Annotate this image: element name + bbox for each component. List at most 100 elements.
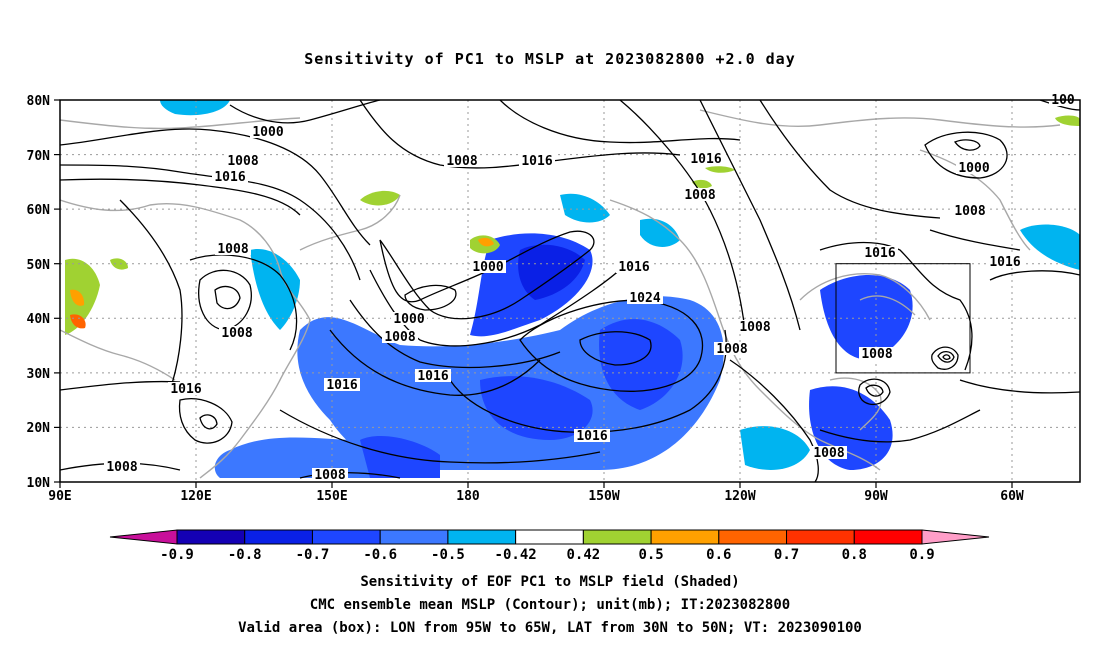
lat-label: 40N [27, 312, 51, 327]
contour-label-background [682, 188, 718, 201]
contour-label-background [519, 154, 555, 167]
colorbar-tick-label: -0.9 [160, 547, 194, 563]
contour-label-background [212, 170, 248, 183]
contour-label: 1008 [684, 188, 715, 203]
lat-label: 20N [27, 421, 51, 436]
contour-label-background [104, 460, 140, 473]
colorbar-tick-label: 0.6 [706, 547, 731, 563]
contour-label: 1008 [954, 204, 985, 219]
lon-label: 90W [864, 489, 888, 504]
colorbar-tick-label: 0.42 [567, 547, 601, 563]
contour-label-background [956, 161, 992, 174]
colorbar-segment [244, 529, 313, 545]
lon-label: 150E [316, 489, 347, 504]
contour-label: 1016 [326, 378, 357, 393]
longitude-labels: 90E 120E 150E 180 150W 120W 90W 60W [48, 489, 1024, 504]
map-title: Sensitivity of PC1 to MSLP at 2023082800… [304, 50, 796, 68]
contour-label: 1008 [314, 468, 345, 483]
colorbar-low-end [109, 529, 178, 545]
contour-label: 1008 [227, 154, 258, 169]
colorbar-tick-label: -0.5 [431, 547, 465, 563]
contour-label-background [859, 347, 895, 360]
colorbar-segment [718, 529, 788, 545]
contour-label-background [574, 429, 610, 442]
colorbar-labels: -0.9 -0.8 -0.7 -0.6 -0.5 -0.42 0.42 0.5 0.6 0.7 0.… [160, 547, 935, 563]
colorbar-segment [853, 529, 923, 545]
contour-label-background [737, 320, 773, 333]
caption-shading: Sensitivity of EOF PC1 to MSLP field (Sh… [360, 574, 740, 590]
contour-label: 1016 [576, 429, 607, 444]
contour-label-background [415, 369, 451, 382]
lat-label: 70N [27, 149, 51, 164]
colorbar-segment [582, 529, 652, 545]
latitude-labels: 80N 70N 60N 50N 40N 30N 20N 10N [27, 94, 51, 491]
caption-contour: CMC ensemble mean MSLP (Contour); unit(m… [309, 597, 791, 613]
contour-label-background [987, 255, 1023, 268]
contour-label-background [714, 342, 750, 355]
colorbar [109, 529, 990, 545]
colorbar-tick-label: 0.5 [638, 547, 663, 563]
contour-label-background [215, 242, 251, 255]
contour-label: 1016 [214, 170, 245, 185]
contour-label-background [219, 326, 255, 339]
contour-label: 1008 [446, 154, 477, 169]
colorbar-tick-label: -0.6 [363, 547, 397, 563]
contour-label-background [688, 152, 724, 165]
lon-label: 60W [1000, 489, 1024, 504]
lat-label: 50N [27, 258, 51, 273]
contour-label: 1016 [170, 382, 201, 397]
colorbar-segment [786, 529, 855, 545]
colorbar-segment [176, 529, 246, 545]
contour-label-background [250, 125, 286, 138]
contour-label: 1000 [472, 260, 503, 275]
caption-valid-area: Valid area (box): LON from 95W to 65W, L… [238, 620, 862, 636]
contour-label-background [225, 154, 261, 167]
lat-label: 60N [27, 203, 51, 218]
colorbar-tick-label: -0.8 [228, 547, 262, 563]
contour-label-background [444, 154, 480, 167]
map-border [59, 99, 1081, 483]
contour-label: 1000 [252, 125, 283, 140]
contour-label: 1008 [861, 347, 892, 362]
contour-label-background [168, 382, 204, 395]
mslp-contours [60, 100, 1080, 482]
contour-label: 1016 [618, 260, 649, 275]
contour-label-background [627, 291, 663, 304]
colorbar-segment [311, 529, 381, 545]
axis-ticks [54, 99, 1013, 488]
lat-label: 10N [27, 476, 51, 491]
colorbar-high-end [921, 529, 990, 545]
contour-label-background [952, 204, 988, 217]
colorbar-segment [515, 529, 584, 545]
contour-label: 1008 [739, 320, 770, 335]
contour-label: 1008 [813, 446, 844, 461]
contour-label: 1008 [221, 326, 252, 341]
contour-label: 1008 [384, 330, 415, 345]
lon-label: 180 [456, 489, 480, 504]
contour-label: 1016 [690, 152, 721, 167]
colorbar-tick-label: 0.8 [842, 547, 867, 563]
colorbar-tick-label: 0.7 [774, 547, 799, 563]
lat-label: 80N [27, 94, 51, 109]
lon-label: 150W [588, 489, 619, 504]
lon-label: 90E [48, 489, 71, 504]
negative-sensitivity-shading [160, 100, 1080, 478]
contour-label-background [312, 468, 348, 481]
contour-label: 1016 [417, 369, 448, 384]
lon-label: 120E [180, 489, 211, 504]
contour-label: 1016 [521, 154, 552, 169]
lat-label: 30N [27, 367, 51, 382]
contour-labels: 1000100810161008100810161008100010081016… [104, 93, 1077, 483]
contour-label-background [862, 246, 898, 259]
contour-label: 1008 [716, 342, 747, 357]
contour-label-background [391, 312, 427, 325]
contour-label-background [324, 378, 360, 391]
contour-label: 1000 [393, 312, 424, 327]
contour-label-background [470, 260, 506, 273]
colorbar-segment [379, 529, 449, 545]
contour-label: 1016 [989, 255, 1020, 270]
colorbar-tick-label: 0.9 [909, 547, 934, 563]
contour-label-background [811, 446, 847, 459]
contour-label: 1008 [217, 242, 248, 257]
